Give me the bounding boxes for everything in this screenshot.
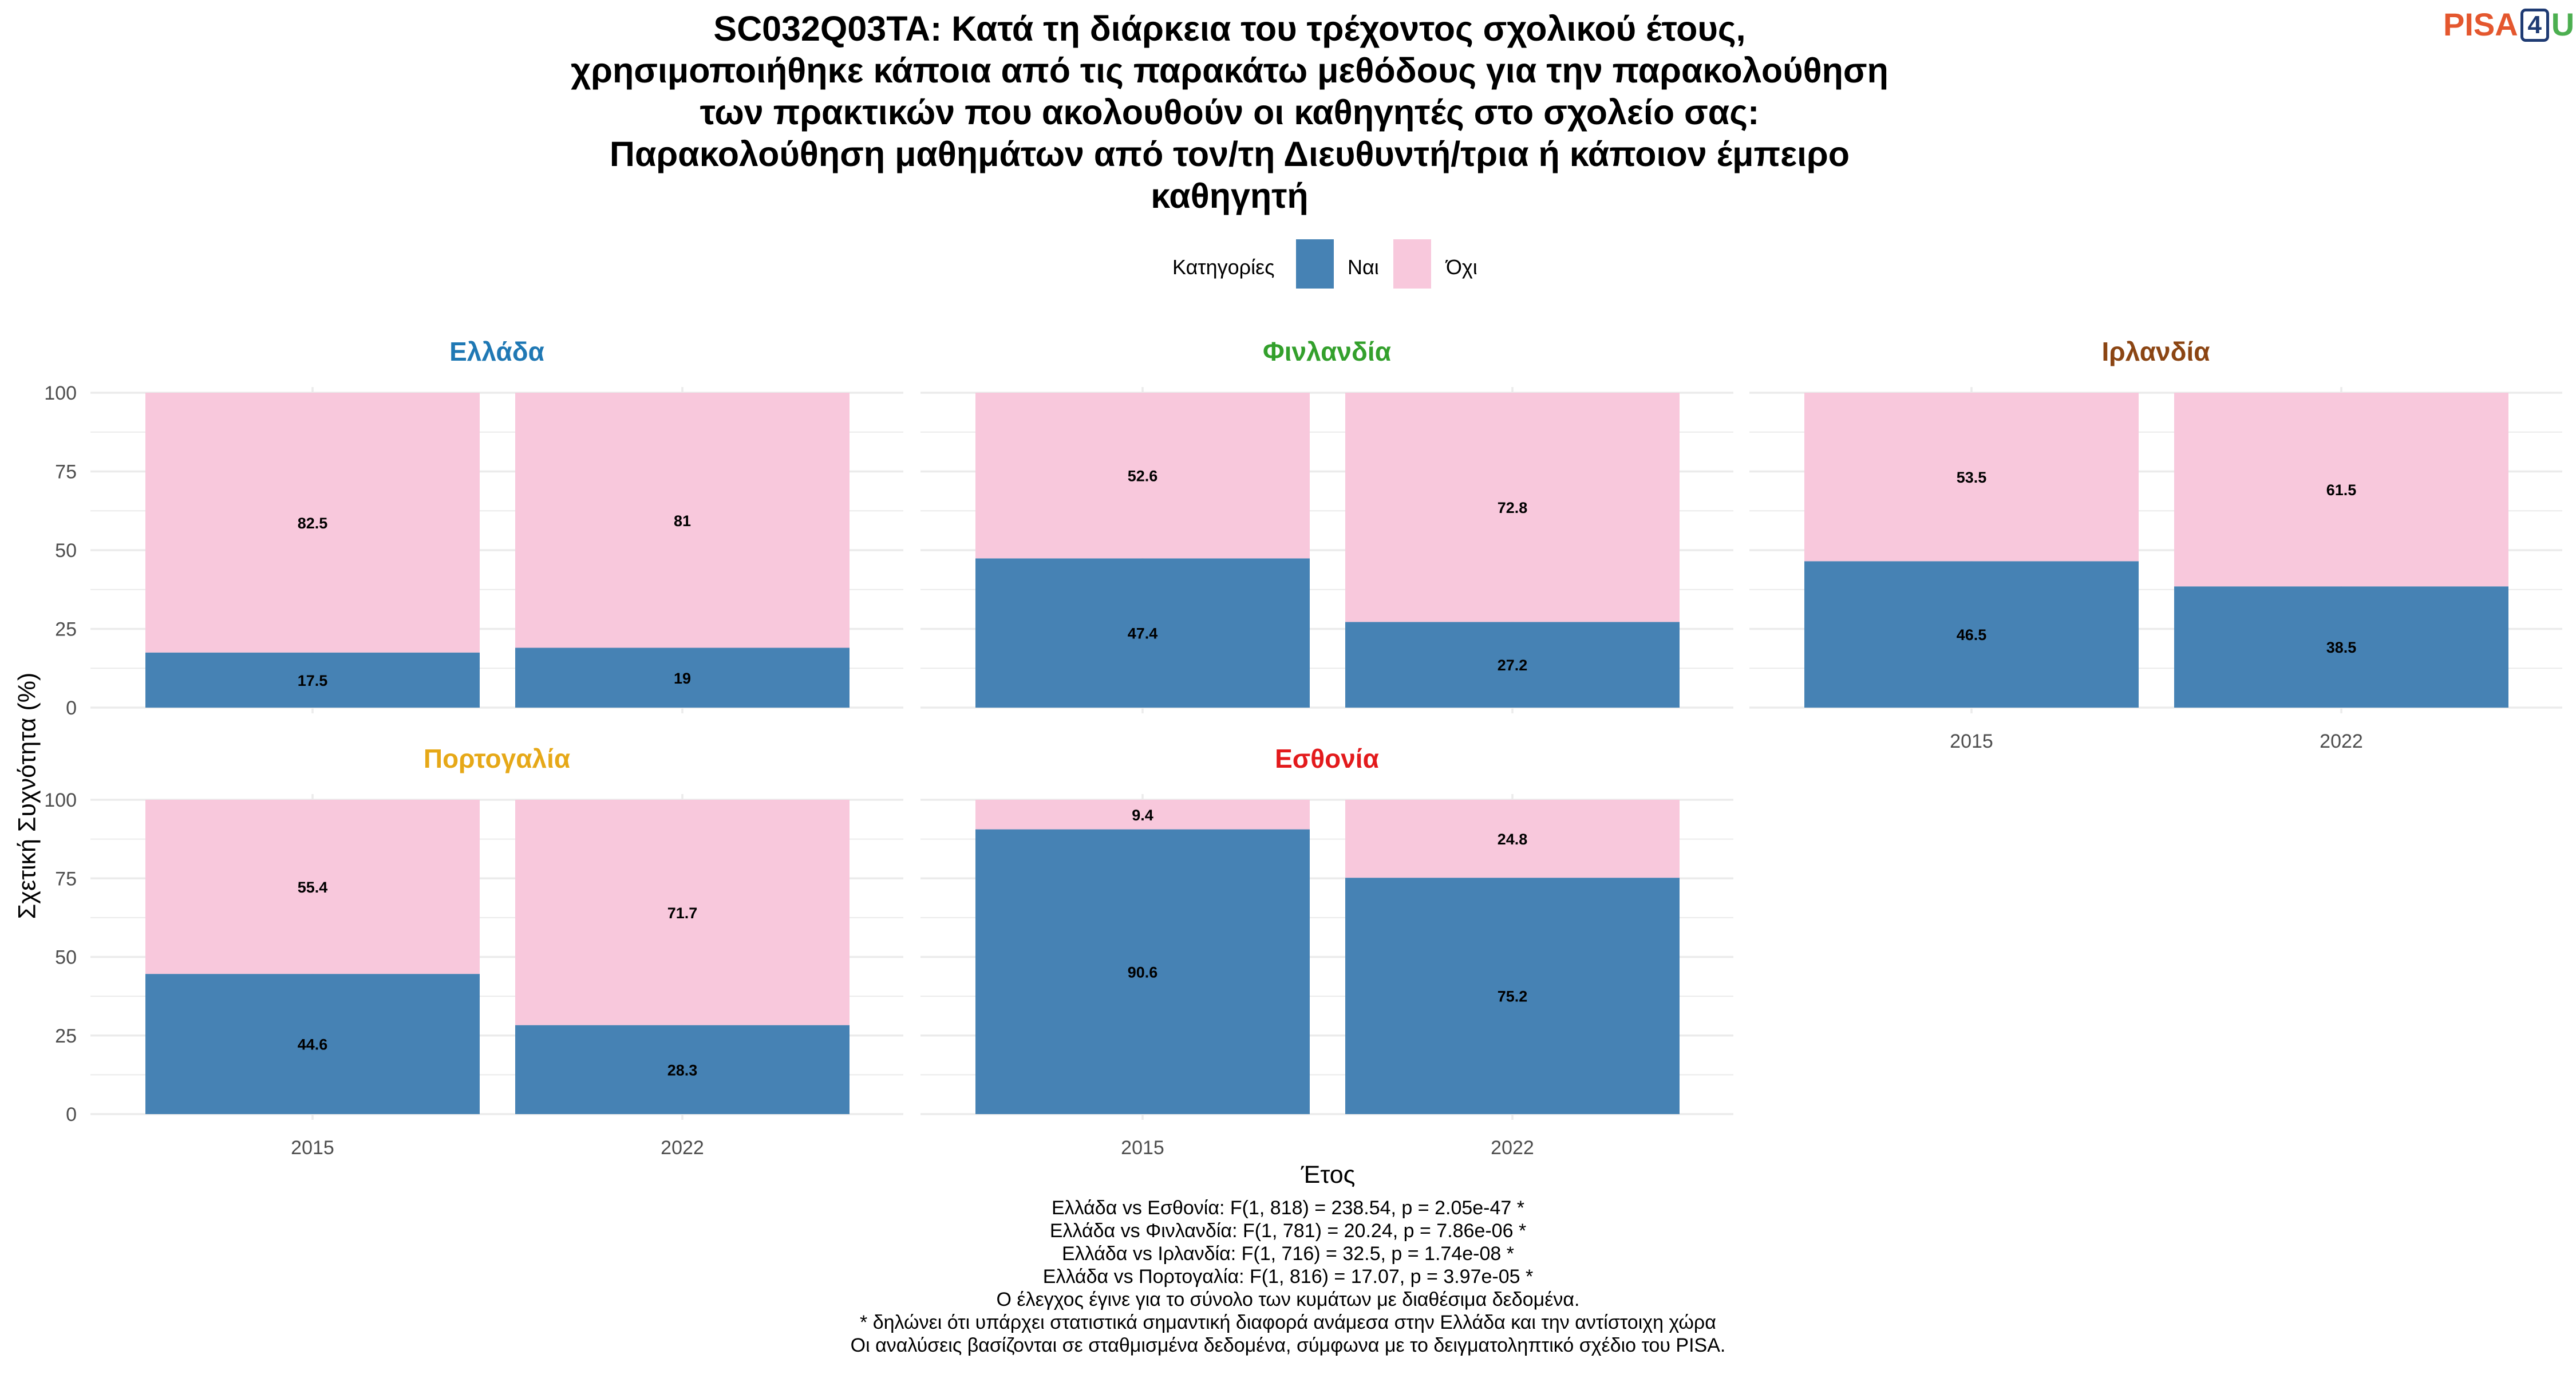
panel-title: Ιρλανδία [2101,337,2210,366]
bar-no [145,393,480,653]
footnote-line: * δηλώνει ότι υπάρχει στατιστικά σημαντι… [860,1312,1716,1333]
footnote-line: Ελλάδα vs Εσθονία: F(1, 818) = 238.54, p… [1051,1197,1524,1219]
legend-key-no [1393,239,1431,289]
facet-panel: 0 25 50 75 100 Ελλάδα 17.5 82.5 19 81 [44,337,903,719]
bar-label-yes: 90.6 [1128,964,1158,981]
bar-label-no: 82.5 [298,515,328,532]
panel-title: Φινλανδία [1263,337,1391,366]
title-line: καθηγητή [1151,176,1309,215]
x-tick-label: 2015 [1950,731,1993,752]
bar-no [1345,393,1680,622]
bar-label-yes: 17.5 [298,672,328,689]
title-line: SC032Q03TA: Κατά τη διάρκεια του τρέχοντ… [713,9,1746,48]
bar-yes [515,647,850,708]
footnote-line: Οι αναλύσεις βασίζονται σε σταθμισμένα δ… [850,1334,1726,1356]
bar-no [515,800,850,1025]
legend-title: Κατηγορίες [1172,255,1275,279]
facet-panel: 0 25 50 75 100 Πορτογαλία 44.6 55.4 28.3 71.7 2015… [44,744,903,1159]
bar-yes [975,829,1310,1114]
bar-no [1804,393,2139,562]
y-tick-label: 75 [55,868,77,890]
bar-no [1345,800,1680,878]
bar-yes [145,974,480,1114]
panel-title: Πορτογαλία [424,744,570,773]
footnotes: Ελλάδα vs Εσθονία: F(1, 818) = 238.54, p… [515,1197,2061,1357]
bar-label-yes: 38.5 [2326,639,2357,656]
bar-yes [145,652,480,708]
footnote-line: Ο έλεγχος έγινε για το σύνολο των κυμάτω… [996,1289,1580,1310]
bar-label-no: 81 [674,512,691,530]
y-tick-label: 50 [55,540,77,562]
footnote-line: Ελλάδα vs Φινλανδία: F(1, 781) = 20.24, … [1049,1220,1527,1242]
bar-label-yes: 28.3 [667,1061,698,1079]
bar-yes [1804,561,2139,708]
facet-panel: Εσθονία 90.6 9.4 75.2 24.8 2015 2022 [920,744,1733,1159]
footnote-line: Ελλάδα vs Πορτογαλία: F(1, 816) = 17.07,… [1042,1266,1534,1288]
bar-yes [2174,586,2508,708]
bar-label-no: 9.4 [1132,807,1153,824]
panel-title: Εσθονία [1275,744,1379,773]
bar-label-yes: 19 [674,670,691,687]
bar-no [975,800,1310,830]
bar-label-no: 72.8 [1498,499,1528,516]
y-tick-label: 25 [55,619,77,641]
legend-label-no: Όχι [1446,255,1477,279]
panel-title: Ελλάδα [449,337,544,366]
y-tick-label: 25 [55,1025,77,1047]
x-tick-label: 2015 [1121,1137,1164,1159]
y-tick-label: 50 [55,947,77,969]
y-tick-label: 100 [44,382,77,404]
bar-label-yes: 46.5 [1957,626,1987,643]
bar-no [145,800,480,974]
bar-no [2174,393,2508,587]
y-axis-label-text: Σχετική Συχνότητα (%) [13,672,41,919]
title-line: χρησιμοποιήθηκε κάποια από τις παρακάτω … [571,51,1888,90]
bar-no [515,393,850,648]
bar-label-no: 61.5 [2326,481,2357,499]
x-tick-label: 2022 [1491,1137,1534,1159]
x-axis-label: Έτος [1301,1161,1356,1189]
legend-key-yes [1296,239,1334,289]
title-line: Παρακολούθηση μαθημάτων από τον/τη Διευθ… [609,135,1850,173]
x-tick-label: 2015 [291,1137,334,1159]
legend-label-yes: Ναι [1348,255,1379,279]
y-tick-label: 0 [66,1104,77,1126]
pisa4u-logo: PISA 4 U [2443,5,2574,45]
bar-label-no: 24.8 [1498,831,1528,848]
bar-label-no: 71.7 [667,905,698,922]
bar-label-yes: 44.6 [298,1036,328,1053]
bar-no [975,393,1310,559]
logo-text-pisa: PISA [2443,6,2518,42]
bar-label-yes: 75.2 [1498,988,1528,1005]
y-tick-label: 75 [55,461,77,483]
logo-text-u: U [2551,6,2575,42]
bar-label-no: 55.4 [298,879,328,896]
bar-yes [1345,878,1680,1114]
bar-yes [1345,622,1680,708]
facet-panel: Φινλανδία 47.4 52.6 27.2 72.8 [920,337,1733,713]
bar-yes [975,558,1310,708]
bar-yes [515,1025,850,1114]
y-tick-label: 0 [66,697,77,719]
logo-text-4: 4 [2520,9,2549,42]
bar-label-no: 53.5 [1957,469,1987,486]
bar-label-yes: 27.2 [1498,657,1528,674]
bar-label-no: 52.6 [1128,468,1158,485]
facet-panel: Ιρλανδία 46.5 53.5 38.5 61.5 2015 2022 [1749,337,2562,752]
bar-label-yes: 47.4 [1128,625,1158,642]
x-tick-label: 2022 [661,1137,704,1159]
title-line: των πρακτικών που ακολουθούν οι καθηγητέ… [700,93,1760,132]
x-tick-label: 2022 [2320,731,2363,752]
chart-title: SC032Q03TA: Κατά τη διάρκεια του τρέχοντ… [401,8,2059,217]
y-tick-label: 100 [44,789,77,811]
footnote-line: Ελλάδα vs Ιρλανδία: F(1, 716) = 32.5, p … [1062,1243,1514,1265]
